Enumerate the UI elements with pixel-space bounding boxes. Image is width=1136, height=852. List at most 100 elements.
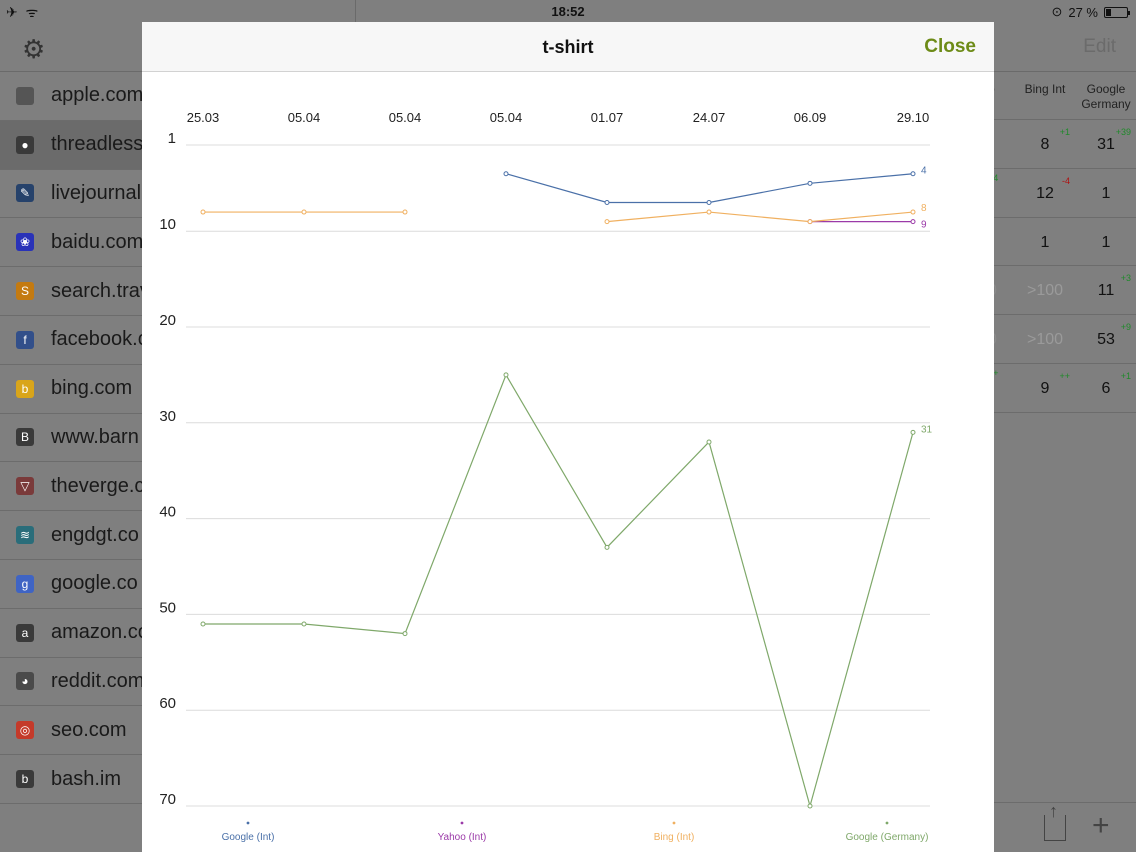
- y-tick-label: 10: [159, 216, 176, 233]
- site-label: amazon.co: [51, 621, 149, 644]
- rank-delta: +3: [1120, 273, 1131, 284]
- close-button[interactable]: Close: [924, 36, 976, 57]
- site-label: bash.im: [51, 767, 122, 790]
- site-list-item[interactable]: b bing.com: [0, 365, 160, 414]
- site-list-item[interactable]: g google.co: [0, 560, 160, 609]
- verge-icon: ▽: [16, 477, 34, 496]
- data-point: [706, 209, 712, 215]
- google-rank-cell-value: 1: [1101, 184, 1111, 202]
- data-point: [200, 209, 206, 215]
- data-point: [910, 171, 916, 177]
- table-row[interactable]: +412-41: [988, 169, 1136, 218]
- modal-title: t-shirt: [542, 37, 594, 57]
- bing-rank-cell: >100: [1020, 282, 1070, 300]
- data-point: [402, 209, 408, 215]
- series-end-label: 8: [921, 203, 927, 214]
- site-label: seo.com: [51, 718, 127, 741]
- data-point: [910, 429, 916, 435]
- site-list-item[interactable]: a amazon.co: [0, 609, 160, 658]
- rotation-lock-icon: ⊙: [1051, 4, 1063, 19]
- google-rank-cell-value: 6: [1101, 379, 1111, 397]
- legend-entry: Google (Int): [222, 832, 275, 843]
- google-rank-cell: 31 +39: [1081, 127, 1131, 154]
- bn-icon: B: [16, 428, 34, 447]
- target-icon: ◎: [16, 721, 34, 740]
- clock: 18:52: [551, 4, 585, 19]
- reddit-icon: ◕: [16, 672, 34, 691]
- site-label: google.co: [51, 572, 138, 595]
- data-point: [200, 621, 206, 627]
- site-label: livejournal: [51, 181, 142, 204]
- battery-icon: [1104, 6, 1130, 18]
- series-end-label: 4: [921, 166, 927, 177]
- x-tick-label: 29.10: [897, 110, 930, 125]
- data-point: [706, 439, 712, 445]
- site-list-item[interactable]: ▽ theverge.c: [0, 462, 160, 512]
- legend-marker: [672, 821, 676, 825]
- site-label: baidu.com: [51, 230, 144, 253]
- google-icon: g: [16, 574, 34, 593]
- bing-rank-cell: 8 +1: [1020, 127, 1070, 154]
- site-list-item[interactable]: b bash.im: [0, 755, 160, 804]
- data-point: [807, 803, 813, 809]
- bottom-toolbar: +: [994, 801, 1136, 852]
- site-list-item[interactable]: f facebook.c: [0, 316, 160, 365]
- apple-icon: [16, 86, 34, 105]
- series-end-label: 9: [921, 220, 927, 231]
- google-rank-cell: 11 +3: [1081, 273, 1131, 300]
- rank-delta: ++: [1059, 370, 1070, 381]
- x-tick-label: 01.07: [591, 110, 624, 125]
- google-rank-cell-value: 53: [1097, 331, 1115, 349]
- data-point: [807, 180, 813, 186]
- y-tick-label: 50: [159, 599, 176, 616]
- google-rank-cell: 6 +1: [1081, 371, 1131, 398]
- site-list-item[interactable]: ◎ seo.com: [0, 706, 160, 756]
- airplane-wifi-icon: ✈ ︎ ᯤ: [6, 4, 39, 20]
- s-icon: S: [16, 282, 34, 301]
- table-row[interactable]: 8 +1 31 +39: [994, 120, 1136, 169]
- edit-button[interactable]: Edit: [1083, 36, 1116, 57]
- site-list-item[interactable]: ✎ livejournal: [0, 170, 160, 219]
- site-label: apple.com: [51, 84, 144, 107]
- bing-rank-cell: 12 -4: [1020, 176, 1070, 203]
- b-icon: b: [16, 770, 34, 789]
- chart-modal: t-shirt Close 1 10 20 30 40 50 60 70 25.03 05.04 0…: [142, 22, 994, 852]
- site-list-item[interactable]: ◕ reddit.com: [0, 658, 160, 707]
- site-list-item[interactable]: ≋ engdgt.co: [0, 511, 160, 560]
- table-row[interactable]: ++9 ++ 6 +1: [988, 364, 1136, 413]
- add-icon[interactable]: +: [1092, 809, 1110, 842]
- gear-icon[interactable]: ⚙: [22, 34, 46, 64]
- site-list-item[interactable]: apple.com: [0, 72, 160, 121]
- data-point: [503, 372, 509, 378]
- bing-rank-cell-value: 9: [1040, 379, 1050, 397]
- data-point: [301, 209, 307, 215]
- rss-icon: ≋: [16, 526, 34, 545]
- site-list: apple.com ● threadless ✎ livejournal ❀ baidu.c…: [0, 72, 160, 804]
- site-list-item[interactable]: ❀ baidu.com: [0, 218, 160, 268]
- bing-rank-cell-value: 1: [1040, 233, 1050, 251]
- series-line: [505, 173, 914, 204]
- y-tick-label: 60: [159, 695, 176, 712]
- google-rank-cell-value: 31: [1097, 136, 1115, 153]
- site-list-item[interactable]: ● threadless: [0, 120, 160, 170]
- google-rank-cell: 53 +9: [1081, 322, 1131, 349]
- bing-rank-cell-value: 12: [1036, 184, 1054, 202]
- data-point: [604, 199, 610, 205]
- data-point: [910, 219, 916, 225]
- status-bar: ✈ ︎ ᯤ 18:52 ⊙ 27 %: [0, 0, 1136, 22]
- paw-icon: ❀: [16, 233, 34, 252]
- rank-delta: +39: [1115, 127, 1131, 137]
- ranking-table-header: o Bing Int Google Germany: [988, 72, 1136, 120]
- share-icon[interactable]: [1044, 801, 1066, 841]
- site-label: threadless: [51, 133, 144, 156]
- ranking-table: o Bing Int Google Germany 8+131+39+412-4…: [988, 72, 1136, 413]
- bing-icon: b: [16, 379, 34, 398]
- y-tick-label: 30: [159, 408, 176, 425]
- x-tick-label: 05.04: [288, 110, 321, 125]
- data-point: [604, 544, 610, 550]
